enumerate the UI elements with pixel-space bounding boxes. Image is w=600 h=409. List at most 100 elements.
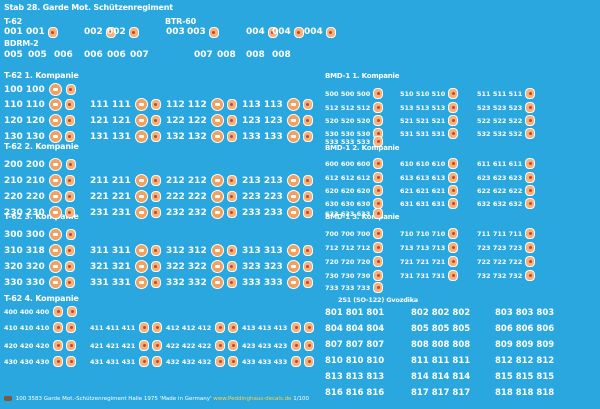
decal-number: 713 713 713 — [400, 243, 446, 252]
guard-badge-icon — [228, 340, 239, 351]
decal-number: 432 432 432 — [166, 357, 212, 366]
decal-group: 422 422 422 — [166, 340, 239, 351]
decal-number: 007 — [130, 50, 149, 60]
decal-number: 803 803 803 — [495, 308, 555, 318]
decal-number: 323 323 — [242, 261, 283, 272]
bmd-decal-group: 711 711 711 — [477, 228, 536, 239]
decal-number: 510 510 510 — [400, 89, 446, 98]
label-b2: BMD-1 2. Kompanie — [325, 144, 400, 152]
stab-decal: 005 — [4, 50, 23, 60]
sp-decal-group: 808 808 808 — [411, 340, 470, 350]
decal-group: 423 423 423 — [242, 340, 315, 351]
decal-number: 802 802 802 — [411, 308, 471, 318]
stab-decal: 006 — [54, 50, 73, 60]
turret-emblem-icon — [48, 158, 62, 171]
guard-badge-icon — [226, 277, 237, 288]
stab-decal: 007 — [130, 50, 149, 60]
guard-badge-icon — [373, 242, 384, 253]
decal-group: 112 112 — [166, 98, 237, 111]
stab-decal: 002 — [107, 27, 139, 38]
sp-decal-group: 815 815 815 — [495, 372, 554, 382]
company-top-row: 300 300 — [4, 228, 76, 241]
turret-emblem-icon — [48, 260, 62, 273]
guard-badge-icon — [293, 27, 304, 38]
guard-badge-icon — [525, 242, 536, 253]
guard-badge-icon — [228, 356, 239, 367]
guard-badge-icon — [448, 270, 459, 281]
guard-badge-icon — [302, 191, 313, 202]
stab-decal: 006 — [107, 50, 126, 60]
label-b3: BMD-1 3. Kompanie — [325, 213, 400, 221]
guard-badge-icon — [66, 356, 77, 367]
decal-group: 213 213 — [242, 174, 313, 187]
label-k4: T-62 4. Kompanie — [4, 294, 79, 303]
guard-badge-icon — [64, 131, 75, 142]
guard-badge-icon — [64, 115, 75, 126]
decal-group: 221 221 — [90, 190, 161, 203]
decal-group: 222 222 — [166, 190, 237, 203]
turret-emblem-icon — [134, 276, 148, 289]
sp-decal-group: 805 805 805 — [411, 324, 470, 334]
decal-group: 210 210 — [4, 174, 75, 187]
decal-number: 710 710 710 — [400, 229, 446, 238]
decal-number: 008 — [217, 50, 236, 60]
bmd-decal-group: 533 533 533 — [325, 136, 384, 147]
bmd-decal-group: 713 713 713 — [400, 242, 459, 253]
decal-group: 431 431 431 — [90, 356, 163, 367]
guard-badge-icon — [448, 256, 459, 267]
guard-badge-icon — [66, 340, 77, 351]
decal-number: 700 700 700 — [325, 229, 371, 238]
bmd-decal-group: 521 521 521 — [400, 115, 459, 126]
decal-number: 123 123 — [242, 115, 283, 126]
decal-group: 131 131 — [90, 130, 161, 143]
footer: 100 3583 Garde Mot.-Schützenregiment Hal… — [4, 396, 309, 402]
guard-badge-icon — [525, 256, 536, 267]
guard-badge-icon — [304, 322, 315, 333]
decal-number: 006 — [107, 50, 126, 60]
guard-badge-icon — [64, 207, 75, 218]
footer-link[interactable]: www.Peddinghaus-decals.de — [213, 396, 292, 402]
guard-badge-icon — [150, 261, 161, 272]
decal-number: 807 807 807 — [325, 340, 385, 350]
guard-badge-icon — [150, 131, 161, 142]
decal-number: 133 133 — [242, 131, 283, 142]
decal-number: 121 121 — [90, 115, 131, 126]
guard-badge-icon — [302, 175, 313, 186]
turret-emblem-icon — [48, 190, 62, 203]
decal-number: 711 711 711 — [477, 229, 523, 238]
decal-number: 100 100 — [4, 84, 45, 95]
sp-decal-group: 807 807 807 — [325, 340, 384, 350]
decal-number: 818 818 818 — [495, 388, 555, 398]
decal-group: 111 111 — [90, 98, 161, 111]
guard-badge-icon — [65, 84, 76, 95]
sp-decal-group: 809 809 809 — [495, 340, 554, 350]
bmd-decal-group: 720 720 720 — [325, 256, 384, 267]
turret-emblem-icon — [48, 130, 62, 143]
bmd-decal-group: 520 520 520 — [325, 115, 384, 126]
decal-number: 732 732 732 — [477, 271, 523, 280]
bmd-decal-group: 623 623 623 — [477, 172, 536, 183]
decal-number: 311 311 — [90, 245, 131, 256]
decal-group: 330 330 — [4, 276, 75, 289]
label-btr60: BTR-60 — [165, 17, 196, 26]
turret-emblem-icon — [48, 98, 62, 111]
decal-group: 121 121 — [90, 114, 161, 127]
decal-number: 433 433 433 — [242, 357, 288, 366]
bmd-decal-group: 710 710 710 — [400, 228, 459, 239]
turret-emblem-icon — [134, 174, 148, 187]
decal-number: 001 — [26, 27, 45, 37]
guard-badge-icon — [150, 245, 161, 256]
decal-number: 007 — [194, 50, 213, 60]
guard-badge-icon — [525, 128, 536, 139]
decal-number: 810 810 810 — [325, 356, 385, 366]
turret-emblem-icon — [210, 174, 224, 187]
decal-number: 812 812 812 — [495, 356, 555, 366]
decal-number: 530 530 530 — [325, 129, 371, 138]
decal-group: 113 113 — [242, 98, 313, 111]
bmd-decal-group: 700 700 700 — [325, 228, 384, 239]
turret-emblem-icon — [210, 244, 224, 257]
stab-decal: 004 — [246, 27, 278, 38]
decal-group: 411 411 411 — [90, 322, 163, 333]
decal-number: 322 322 — [166, 261, 207, 272]
turret-emblem-icon — [134, 98, 148, 111]
